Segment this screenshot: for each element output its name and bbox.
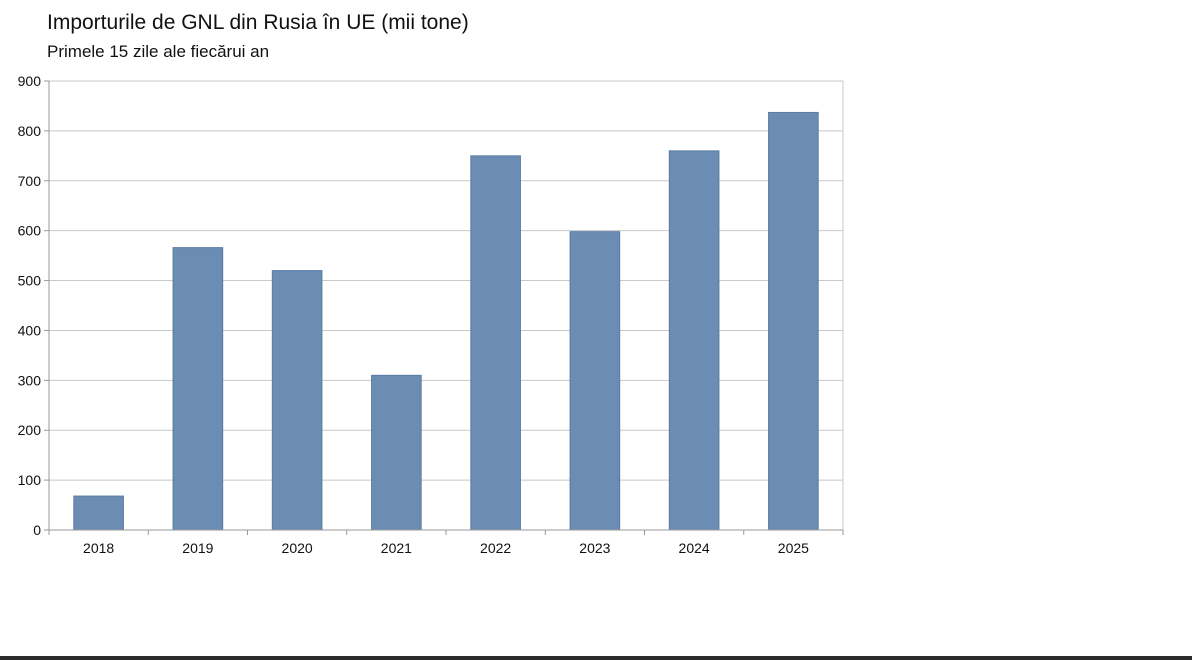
x-tick-label: 2023 [579,540,610,556]
bar-2021 [371,374,422,531]
y-tick-label: 400 [18,322,42,338]
bar-2019 [172,247,224,531]
x-tick-label: 2019 [182,540,213,556]
bar-2022 [470,155,521,531]
y-tick-label: 800 [18,123,42,139]
y-tick-label: 600 [18,223,42,239]
x-tick-label: 2022 [480,540,511,556]
y-tick-label: 0 [33,522,41,538]
window-bottom-edge [0,656,1192,660]
y-tick-label: 700 [18,173,42,189]
x-tick-label: 2018 [83,540,114,556]
x-tick-label: 2025 [778,540,809,556]
bar-2025 [768,111,819,531]
bar-2018 [73,495,124,531]
x-tick-label: 2024 [679,540,710,556]
bar-2023 [569,231,621,531]
x-tick-label: 2020 [282,540,313,556]
bar-2024 [668,150,720,531]
y-tick-label: 900 [18,73,42,89]
bar-2020 [271,270,323,531]
y-tick-label: 100 [18,472,42,488]
chart-subtitle: Primele 15 zile ale fiecărui an [47,42,270,61]
chart-title: Importurile de GNL din Rusia în UE (mii … [47,11,469,34]
y-tick-label: 200 [18,422,42,438]
x-tick-label: 2021 [381,540,412,556]
y-tick-label: 300 [18,372,42,388]
plot-area [49,81,843,530]
y-tick-label: 500 [18,273,42,289]
